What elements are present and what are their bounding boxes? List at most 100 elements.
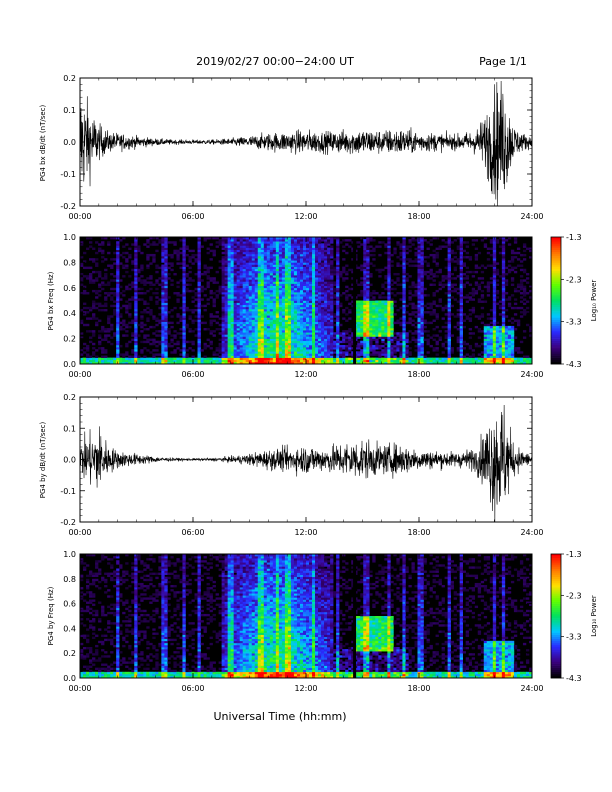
spectrogram-cell [399,361,403,365]
spectrogram-cell [269,253,274,257]
spectrogram-cell [315,338,319,342]
spectrogram-cell [182,279,186,282]
spectrogram-cell [375,328,379,331]
spectrogram-cell [185,253,189,257]
spectrogram-cell [372,349,376,352]
spectrogram-cell [116,289,120,293]
spectrogram-cell [459,361,463,365]
spectrogram-cell [194,319,198,322]
spectrogram-cell [242,275,247,278]
spectrogram-cell [281,328,286,331]
spectrogram-cell [417,281,421,284]
spectrogram-cell [293,258,298,261]
spectrogram-cell [239,351,244,354]
spectrogram-cell [299,289,304,293]
spectrogram-cell [402,321,406,325]
spectrogram-cell [146,357,150,361]
spectrogram-cell [408,275,412,278]
spectrogram-cell [330,249,334,253]
spectrogram-cell [212,277,216,280]
spectrogram-cell [438,281,442,284]
spectrogram-cell [131,361,135,365]
spectrogram-cell [363,262,367,265]
spectrogram-cell [348,359,352,363]
spectrogram-cell [218,241,222,244]
spectrogram-cell [272,251,277,255]
spectrogram-cell [257,285,262,289]
spectrogram-cell [296,359,301,363]
spectrogram-cell [290,332,295,335]
spectrogram-cell [107,340,111,344]
spectrogram-cell [209,279,213,282]
spectrogram-cell [293,247,298,250]
spectrogram-cell [236,325,240,329]
spectrogram-cell [281,296,286,299]
spectrogram-cell [290,272,295,276]
spectrogram-cell [134,304,138,308]
spectrogram-cell [176,347,180,350]
spectrogram-cell [366,300,370,303]
spectrogram-cell [402,266,406,270]
spectrogram-cell [327,266,331,270]
spectrogram-cell [209,313,213,316]
spectrogram-cell [236,275,240,278]
spectrogram-cell [167,361,171,365]
spectrogram-cell [290,317,295,320]
spectrogram-cell [89,330,93,333]
spectrogram-cell [116,292,120,295]
spectrogram-cell [101,325,105,329]
spectrogram-cell [366,266,370,270]
spectrogram-cell [372,317,376,320]
spectrogram-cell [182,241,186,244]
spectrogram-cell [281,287,286,291]
spectrogram-cell [414,344,418,348]
spectrogram-cell [278,313,283,316]
spectrogram-cell [281,243,286,246]
spectrogram-cell [336,281,340,284]
spectrogram-cell [318,241,322,244]
spectrogram-cell [369,298,373,301]
spectrogram-cell [236,319,240,322]
spectrogram-cell [405,258,409,261]
spectrogram-cell [185,272,189,276]
spectrogram-cell [387,268,391,272]
spectrogram-cell [104,357,108,361]
spectrogram-cell [309,340,313,344]
spectrogram-cell [233,336,237,339]
spectrogram-cell [257,338,262,342]
spectrogram-cell [327,258,331,261]
spectrogram-cell [161,359,165,363]
spectrogram-cell [363,272,367,276]
spectrogram-cell [357,241,361,244]
spectrogram-cell [342,351,346,354]
spectrogram-cell [227,357,231,361]
spectrogram-cell [158,283,162,286]
spectrogram-cell [125,285,129,289]
spectrogram-cell [351,359,355,363]
spectrogram-cell [206,298,210,301]
spectrogram-cell [236,311,240,314]
spectrogram-cell [101,355,105,358]
spectrogram-cell [263,351,268,354]
spectrogram-cell [306,334,310,337]
spectrogram-cell [257,270,262,274]
spectrogram-cell [450,251,454,255]
spectrogram-cell [266,289,271,293]
spectrogram-cell [339,270,343,274]
spectrogram-cell [92,332,96,335]
spectrogram-cell [155,334,159,337]
spectrogram-cell [110,359,114,363]
spectrogram-cell [95,292,99,295]
spectrogram-cell [399,306,403,310]
spectrogram-cell [197,237,201,240]
spectrogram-cell [182,323,186,327]
spectrogram-cell [336,279,340,282]
spectrogram-cell [333,300,337,303]
spectrogram-cell [143,355,147,358]
spectrogram-cell [417,264,421,267]
spectrogram-cell [212,334,216,337]
spectrogram-cell [197,340,201,344]
spectrogram-cell [417,289,421,293]
spectrogram-cell [242,359,247,363]
spectrogram-cell [453,325,457,329]
